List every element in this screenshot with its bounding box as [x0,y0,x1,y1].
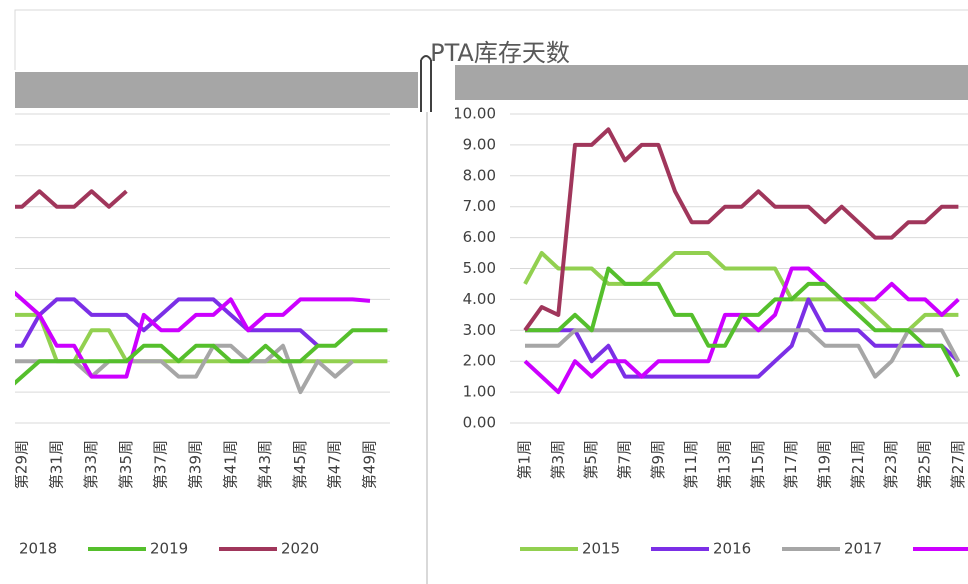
x-tick-label: 第29周 [13,440,31,489]
x-tick-label: 第7周 [616,440,634,480]
x-tick-label: 第39周 [187,440,205,489]
x-tick-label: 第15周 [749,440,767,489]
series-line [15,297,320,348]
x-tick-label: 第41周 [221,440,239,489]
x-tick-label: 第43周 [256,440,274,489]
x-tick-label: 第9周 [649,440,667,480]
y-tick-label: 4.00 [463,290,496,308]
series-line [523,251,959,333]
right-panel: 0.00 1.00 2.00 3.00 4.00 5.00 6.00 7.00 8.00 9.00… [453,105,968,489]
y-tick-label: 0.00 [463,414,496,432]
series-line [525,266,961,378]
x-tick-label: 第17周 [782,440,800,489]
y-tick-label: 3.00 [463,321,496,339]
x-tick-label: 第3周 [549,440,567,480]
legend-label: 2020 [281,540,319,558]
y-tick-label: 6.00 [463,228,496,246]
y-tick-label: 10.00 [453,105,496,123]
series-line [15,189,128,209]
x-tick-label: 第35周 [117,440,135,489]
legend-label: 2015 [582,540,620,558]
y-tick-label: 9.00 [463,135,496,153]
left-panel: 第29周 第31周 第33周 第35周 第37周 第39周 第41周 第43周 第45周 第47周… [13,113,390,489]
x-tick-label: 第21周 [849,440,867,489]
divider-mark [420,55,432,112]
series-line [15,290,371,379]
frame [14,9,968,70]
x-tick-label: 第23周 [882,440,900,489]
legend-label: 2016 [713,540,751,558]
x-tick-label: 第25周 [916,440,934,489]
x-tick-label: 第37周 [152,440,170,489]
y-tick-label: 1.00 [463,383,496,401]
legend-label: 2019 [150,540,188,558]
cover-bar [455,65,968,100]
x-tick-label: 第1周 [516,440,534,480]
y-tick-label: 5.00 [463,259,496,277]
x-tick-label: 第49周 [361,440,379,489]
x-tick-label: 第45周 [291,440,309,489]
legend-label: 2018 [19,540,57,558]
x-tick-label: 第11周 [682,440,700,489]
cover-bar [15,72,418,108]
legend-label: 2017 [844,540,882,558]
x-tick-label: 第47周 [326,440,344,489]
series-line [525,297,960,379]
x-tick-label: 第13周 [716,440,734,489]
series-line [525,328,961,379]
x-tick-label: 第31周 [47,440,65,489]
chart-title: PTA库存天数 [430,39,570,67]
y-tick-label: 2.00 [463,352,496,370]
series-line [15,328,388,386]
series-line [523,127,959,332]
x-tick-label: 第19周 [816,440,834,489]
x-tick-label: 第33周 [82,440,100,489]
x-tick-label: 第5周 [582,440,600,480]
x-tick-label: 第27周 [949,440,967,489]
y-tick-label: 7.00 [463,197,496,215]
y-tick-label: 8.00 [463,166,496,184]
